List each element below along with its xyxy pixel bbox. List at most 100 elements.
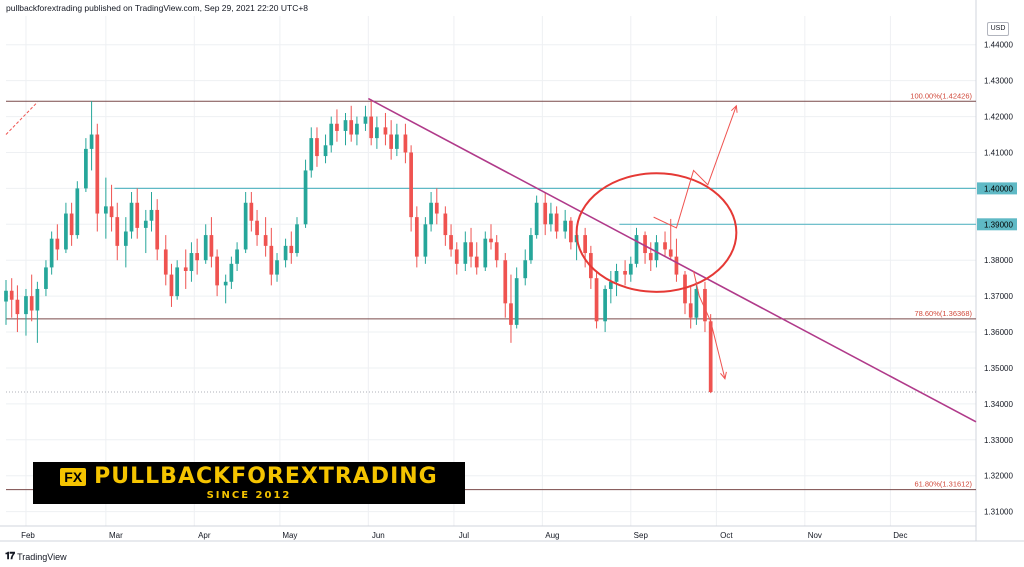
candle-body — [329, 123, 334, 146]
candle-body — [383, 127, 388, 135]
dashed-trend-line — [5, 101, 38, 135]
fib-level-label: 100.00%(1.42426) — [910, 91, 972, 100]
candle-body — [109, 206, 114, 218]
candle-body — [229, 263, 234, 282]
candle-body — [429, 202, 433, 225]
tradingview-logo-text: TradingView — [17, 551, 67, 562]
y-tick-label: 1.34000 — [984, 400, 1013, 409]
projection-arrowhead — [720, 371, 727, 380]
candle-body — [594, 278, 599, 322]
candle-body — [623, 271, 627, 275]
candle-body — [103, 206, 108, 214]
candle-body — [355, 123, 359, 135]
candle-body — [454, 249, 459, 264]
y-tick-label: 1.36000 — [984, 328, 1013, 337]
candle-body — [628, 263, 633, 275]
candle-body — [123, 231, 128, 246]
candle-body — [523, 260, 528, 279]
candle-body — [243, 202, 248, 250]
x-tick-label: May — [282, 531, 297, 540]
candle-body — [509, 303, 513, 325]
candle-body — [549, 213, 553, 225]
candle-body — [283, 245, 288, 261]
candle-body — [249, 202, 254, 221]
candle-body — [309, 138, 314, 171]
currency-badge[interactable]: USD — [987, 22, 1009, 36]
x-tick-label: Nov — [808, 531, 822, 540]
candle-body — [443, 213, 448, 236]
x-tick-label: Sep — [634, 531, 649, 540]
candle-body — [209, 235, 214, 257]
candle-body — [129, 202, 134, 232]
candle-body — [149, 209, 154, 221]
candle-body — [369, 116, 374, 139]
x-tick-label: Mar — [109, 531, 123, 540]
candle-body — [289, 245, 294, 254]
candle-body — [614, 271, 619, 282]
x-tick-label: Oct — [720, 531, 733, 540]
candle-body — [474, 256, 479, 268]
highlight-ellipse — [575, 172, 738, 293]
candle-body — [668, 249, 673, 257]
candle-body — [49, 238, 54, 268]
candle-body — [503, 260, 508, 304]
projection-path — [653, 105, 737, 229]
y-tick-label: 1.44000 — [984, 41, 1013, 50]
candle-body — [55, 238, 60, 250]
candle-body — [674, 256, 679, 275]
candle-body — [269, 245, 274, 275]
price-tag-label: 1.39000 — [984, 220, 1013, 229]
candle-body — [9, 290, 14, 300]
brand-name: PULLBACKFOREXTRADING — [94, 464, 438, 489]
candle-body — [409, 152, 413, 218]
x-tick-label: Feb — [21, 531, 35, 540]
candle-body — [24, 296, 28, 315]
candle-body — [434, 202, 439, 214]
descending-trendline — [367, 97, 977, 423]
candle-body — [175, 267, 180, 297]
x-tick-label: Dec — [893, 531, 907, 540]
projection-arrowhead — [730, 104, 738, 113]
candle-body — [163, 249, 168, 275]
candle-body — [44, 267, 48, 289]
fib-level-label: 61.80%(1.31612) — [914, 480, 972, 489]
candle-body — [75, 188, 80, 236]
candle-body — [703, 288, 707, 322]
y-tick-label: 1.41000 — [984, 148, 1013, 157]
x-tick-label: Jul — [459, 531, 469, 540]
candle-body — [343, 120, 348, 131]
candle-body — [64, 213, 68, 250]
candle-body — [569, 220, 573, 243]
candle-body — [143, 220, 148, 228]
candle-body — [223, 281, 228, 286]
y-tick-label: 1.32000 — [984, 472, 1013, 481]
candle-body — [89, 134, 94, 149]
candle-body — [335, 123, 339, 131]
y-tick-label: 1.35000 — [984, 364, 1013, 373]
candle-body — [663, 242, 667, 250]
tradingview-logo[interactable]: 𝟏𝟕 TradingView — [5, 551, 67, 562]
candle-body — [543, 202, 548, 225]
candle-body — [634, 235, 639, 264]
candle-body — [688, 303, 693, 318]
candle-body — [469, 242, 473, 257]
candle-body — [203, 235, 208, 261]
y-tick-label: 1.37000 — [984, 292, 1013, 301]
candle-body — [554, 213, 559, 232]
candle-body — [389, 134, 394, 149]
candle-body — [363, 116, 368, 124]
candle-body — [15, 299, 20, 315]
tradingview-logo-icon: 𝟏𝟕 — [5, 551, 15, 562]
candle-body — [494, 242, 499, 261]
price-tag-bg — [977, 182, 1017, 195]
candle-body — [403, 134, 408, 153]
candle-body — [169, 274, 174, 297]
candle-body — [375, 127, 379, 139]
candle-body — [529, 235, 533, 261]
brand-banner: FX PULLBACKFOREXTRADING SINCE 2012 — [33, 462, 465, 504]
candle-body — [84, 148, 88, 189]
candle-body — [189, 253, 194, 271]
price-tag-label: 1.40000 — [984, 184, 1013, 193]
brand-tagline: SINCE 2012 — [206, 490, 292, 501]
